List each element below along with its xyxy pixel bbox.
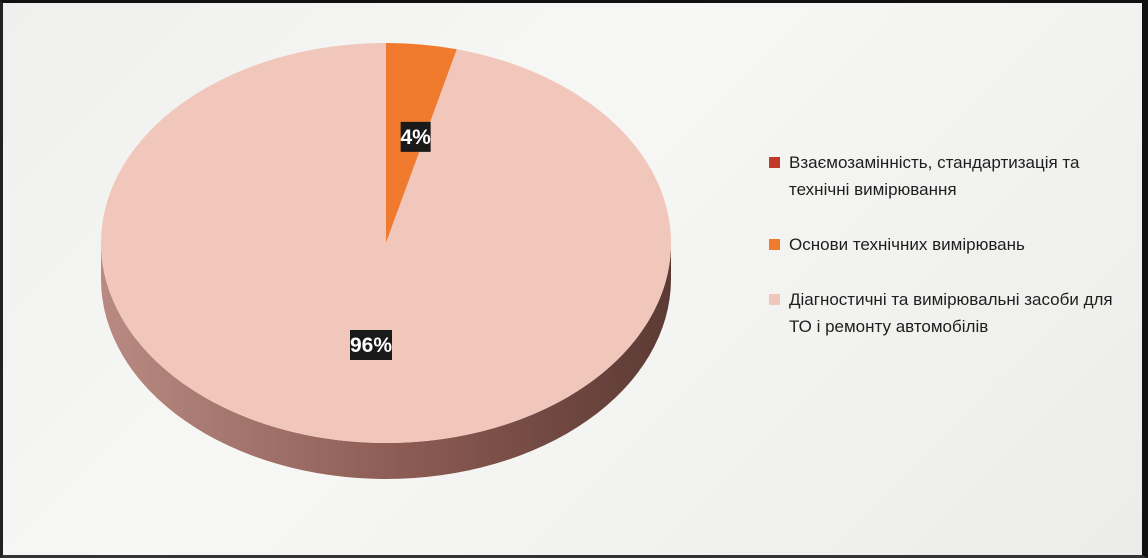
legend-swatch	[769, 294, 780, 305]
legend-item-measurement-basics: Основи технічних вимірювань	[769, 231, 1139, 258]
legend-swatch	[769, 239, 780, 250]
slice-diagnostic-tools	[100, 43, 671, 443]
legend-label: Взаємозамінність, стандартизація та техн…	[789, 153, 1080, 199]
pie-side-wall	[101, 243, 671, 479]
data-label-text: 4%	[400, 126, 431, 149]
data-label: 96%	[350, 330, 392, 360]
legend-item-interchangeability: Взаємозамінність, стандартизація та техн…	[769, 149, 1139, 203]
legend: Взаємозамінність, стандартизація та техн…	[769, 149, 1139, 340]
legend-label: Діагностичні та вимірювальні засоби для …	[789, 290, 1113, 336]
data-label-text: 96%	[350, 334, 392, 357]
data-label-box	[400, 121, 431, 152]
legend-swatch	[769, 157, 780, 168]
data-label-box	[350, 330, 392, 360]
legend-item-diagnostic-tools: Діагностичні та вимірювальні засоби для …	[769, 286, 1139, 340]
pie-chart: 4% 96%	[100, 43, 671, 479]
data-label: 4%	[400, 121, 431, 152]
legend-label: Основи технічних вимірювань	[789, 235, 1025, 254]
